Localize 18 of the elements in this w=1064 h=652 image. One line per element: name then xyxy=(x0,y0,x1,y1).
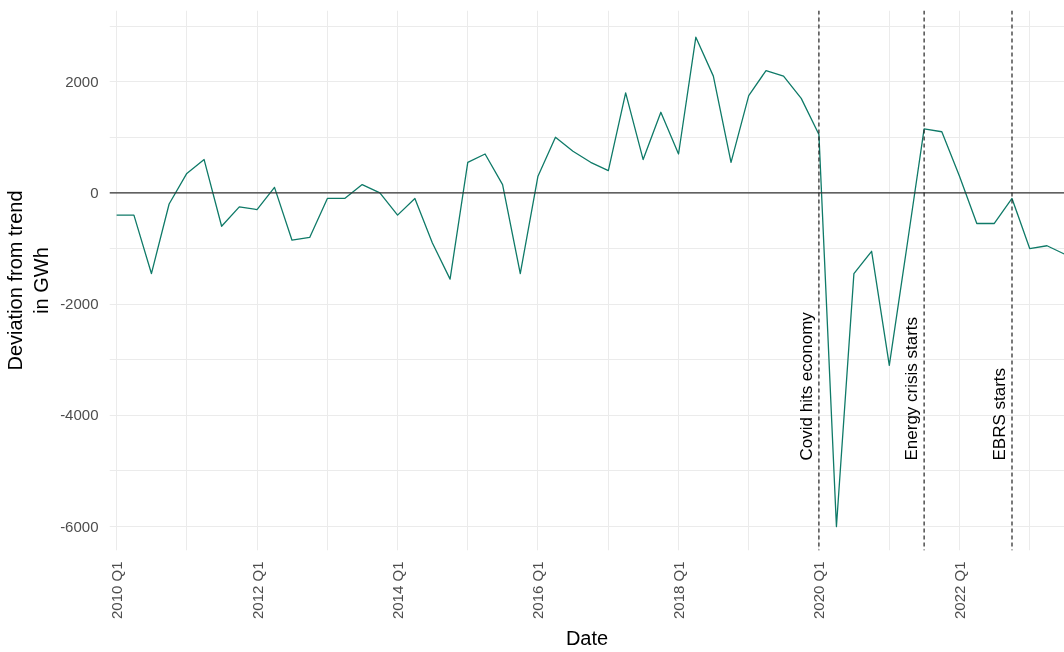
y-tick-label: -4000 xyxy=(60,406,99,424)
x-tick-label: 2010 Q1 xyxy=(108,561,126,620)
y-tick-label: 2000 xyxy=(65,72,99,90)
y-axis-title: Deviation from trend in GWh xyxy=(3,190,53,371)
x-tick-label: 2018 Q1 xyxy=(670,561,688,620)
y-tick-label: 0 xyxy=(90,183,99,201)
ref-line-label: Covid hits economy xyxy=(796,311,816,461)
x-tick-label: 2012 Q1 xyxy=(248,561,266,620)
x-axis-title: Date xyxy=(565,627,609,650)
y-tick-label: -2000 xyxy=(60,295,99,313)
x-tick-label: 2022 Q1 xyxy=(951,561,968,620)
line-series xyxy=(115,36,1064,528)
ref-line-label: EBRS starts xyxy=(990,367,1009,461)
ref-line-label: Energy crisis starts xyxy=(902,316,922,461)
x-tick-label: 2020 Q1 xyxy=(810,561,828,620)
y-tick-label: -6000 xyxy=(60,517,99,535)
x-tick-label: 2014 Q1 xyxy=(389,561,407,620)
x-tick-label: 2016 Q1 xyxy=(529,561,547,620)
